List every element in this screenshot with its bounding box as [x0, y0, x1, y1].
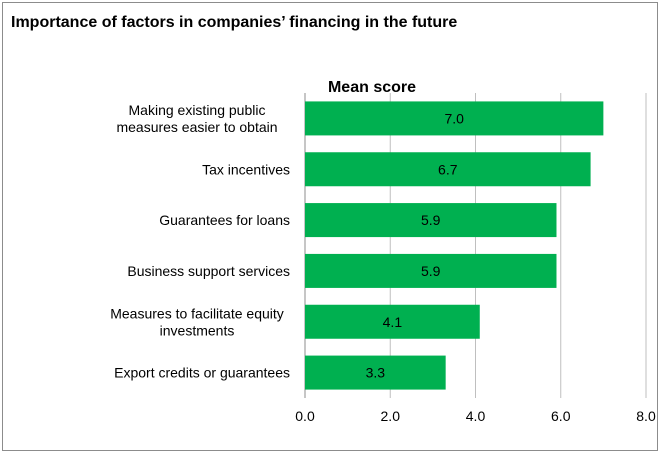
- category-label: Business support services: [127, 263, 290, 279]
- bar-value-label: 7.0: [444, 110, 464, 126]
- category-label: Measures to facilitate equity: [110, 305, 284, 321]
- bar: [305, 101, 604, 136]
- x-tick-label: 8.0: [636, 408, 656, 424]
- category-label: measures easier to obtain: [116, 119, 277, 135]
- bar: [305, 203, 557, 238]
- category-label: Guarantees for loans: [159, 212, 290, 228]
- bar: [305, 355, 446, 390]
- x-tick-label: 4.0: [466, 408, 486, 424]
- category-label: Export credits or guarantees: [114, 365, 290, 381]
- category-label: Tax incentives: [202, 161, 290, 177]
- bar-value-label: 5.9: [421, 263, 441, 279]
- category-label: investments: [160, 322, 235, 338]
- x-tick-label: 0.0: [295, 408, 315, 424]
- series-label: Mean score: [328, 79, 416, 96]
- bar: [305, 304, 480, 339]
- x-tick-label: 6.0: [551, 408, 571, 424]
- bar-value-label: 6.7: [438, 161, 458, 177]
- bar-value-label: 5.9: [421, 212, 441, 228]
- chart-frame: [2, 2, 658, 451]
- category-label: Making existing public: [129, 102, 266, 118]
- bar-value-label: 3.3: [366, 365, 386, 381]
- bar: [305, 152, 591, 187]
- x-tick-label: 2.0: [381, 408, 401, 424]
- bar: [305, 253, 557, 288]
- chart-title: Importance of factors in companies’ fina…: [11, 14, 458, 31]
- bar-value-label: 4.1: [383, 314, 403, 330]
